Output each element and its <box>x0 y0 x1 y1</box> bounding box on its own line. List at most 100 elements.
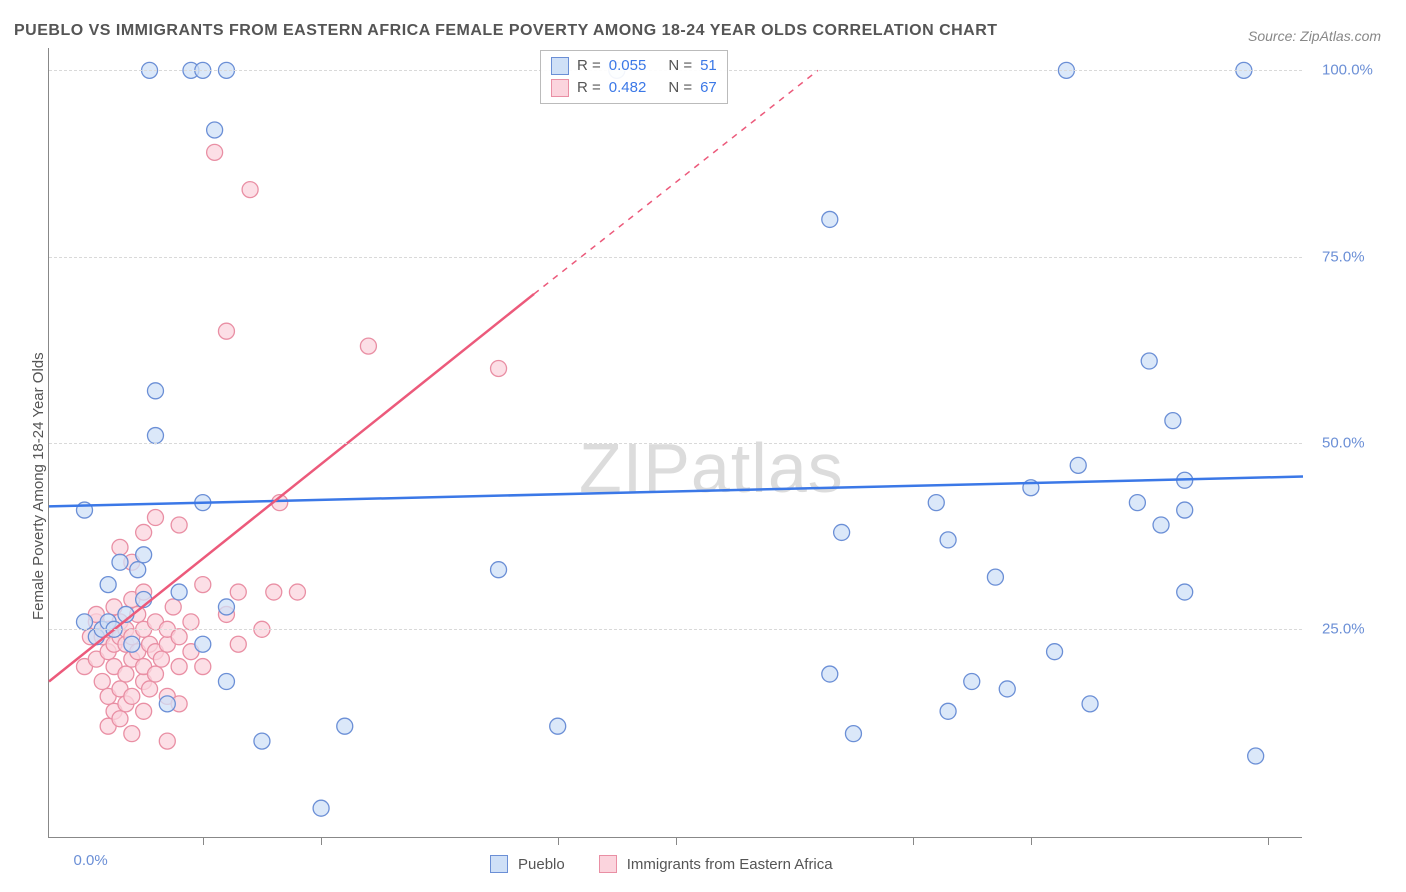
data-point <box>76 614 92 630</box>
data-point <box>1129 495 1145 511</box>
immigrants-legend-label: Immigrants from Eastern Africa <box>627 856 833 873</box>
data-point <box>124 726 140 742</box>
data-point <box>1177 584 1193 600</box>
x-tick <box>676 837 677 845</box>
data-point <box>130 562 146 578</box>
data-point <box>171 659 187 675</box>
gridline <box>49 443 1302 444</box>
data-point <box>928 495 944 511</box>
gridline <box>49 257 1302 258</box>
pueblo-n-value: 51 <box>700 55 717 77</box>
data-point <box>100 577 116 593</box>
source-label: Source: ZipAtlas.com <box>1248 28 1381 44</box>
data-point <box>266 584 282 600</box>
data-point <box>999 681 1015 697</box>
trend-line <box>49 477 1303 507</box>
data-point <box>313 800 329 816</box>
data-point <box>207 122 223 138</box>
x-axis-min-label: 0.0% <box>73 852 107 869</box>
pueblo-r-value: 0.055 <box>609 55 647 77</box>
data-point <box>171 629 187 645</box>
data-point <box>1153 517 1169 533</box>
data-point <box>254 733 270 749</box>
series-legend: Pueblo Immigrants from Eastern Africa <box>490 855 833 873</box>
data-point <box>940 532 956 548</box>
x-tick <box>1031 837 1032 845</box>
data-point <box>1047 644 1063 660</box>
data-point <box>491 360 507 376</box>
x-tick <box>321 837 322 845</box>
data-point <box>112 711 128 727</box>
data-point <box>147 510 163 526</box>
data-point <box>94 673 110 689</box>
data-point <box>147 428 163 444</box>
data-point <box>112 554 128 570</box>
y-tick-label: 100.0% <box>1322 62 1373 79</box>
legend-row-immigrants: R = 0.482 N = 67 <box>551 77 717 99</box>
r-label: R = <box>577 77 601 99</box>
y-tick-label: 75.0% <box>1322 248 1365 265</box>
y-tick-label: 50.0% <box>1322 435 1365 452</box>
pueblo-legend-label: Pueblo <box>518 856 565 873</box>
data-point <box>136 524 152 540</box>
plot-area: ZIPatlas 25.0%50.0%75.0%100.0% <box>48 48 1302 838</box>
y-axis-label: Female Poverty Among 18-24 Year Olds <box>30 352 47 620</box>
data-point <box>159 733 175 749</box>
data-point <box>112 539 128 555</box>
data-point <box>195 577 211 593</box>
data-point <box>165 599 181 615</box>
data-point <box>118 666 134 682</box>
data-point <box>195 659 211 675</box>
data-point <box>845 726 861 742</box>
x-tick <box>203 837 204 845</box>
data-point <box>1165 413 1181 429</box>
data-point <box>195 636 211 652</box>
immigrants-n-value: 67 <box>700 77 717 99</box>
data-point <box>822 666 838 682</box>
y-tick-label: 25.0% <box>1322 621 1365 638</box>
data-point <box>964 673 980 689</box>
legend-row-pueblo: R = 0.055 N = 51 <box>551 55 717 77</box>
data-point <box>834 524 850 540</box>
data-point <box>360 338 376 354</box>
pueblo-swatch <box>551 57 569 75</box>
gridline <box>49 629 1302 630</box>
data-point <box>1177 502 1193 518</box>
data-point <box>153 651 169 667</box>
data-point <box>124 636 140 652</box>
data-point <box>987 569 1003 585</box>
data-point <box>136 547 152 563</box>
data-point <box>289 584 305 600</box>
x-tick <box>1268 837 1269 845</box>
r-label: R = <box>577 55 601 77</box>
correlation-legend: R = 0.055 N = 51 R = 0.482 N = 67 <box>540 50 728 104</box>
data-point <box>1070 457 1086 473</box>
immigrants-swatch <box>599 855 617 873</box>
data-point <box>1141 353 1157 369</box>
immigrants-swatch <box>551 79 569 97</box>
data-point <box>1082 696 1098 712</box>
data-point <box>171 517 187 533</box>
n-label: N = <box>668 55 692 77</box>
data-point <box>136 703 152 719</box>
data-point <box>337 718 353 734</box>
data-point <box>1248 748 1264 764</box>
data-point <box>124 688 140 704</box>
data-point <box>230 584 246 600</box>
data-point <box>230 636 246 652</box>
data-point <box>491 562 507 578</box>
data-point <box>218 323 234 339</box>
data-point <box>242 182 258 198</box>
data-point <box>183 614 199 630</box>
data-point <box>142 681 158 697</box>
n-label: N = <box>668 77 692 99</box>
x-tick <box>913 837 914 845</box>
immigrants-r-value: 0.482 <box>609 77 647 99</box>
data-point <box>218 673 234 689</box>
data-point <box>218 599 234 615</box>
trend-line <box>49 294 534 682</box>
data-point <box>147 383 163 399</box>
data-point <box>147 666 163 682</box>
data-point <box>171 584 187 600</box>
data-point <box>822 211 838 227</box>
